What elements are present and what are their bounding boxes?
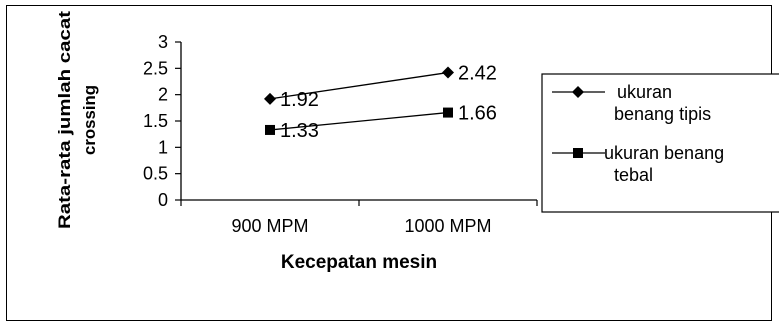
series-1-point <box>264 92 276 105</box>
y-axis-title: Rata-rata jumlah cacat crossing <box>55 11 99 229</box>
y-ticks: 0 0.5 1 1.5 2 2.5 3 <box>143 32 181 210</box>
y-tick-label: 3 <box>158 32 168 52</box>
series-2-point <box>443 107 453 118</box>
y-tick-label: 0 <box>158 190 168 210</box>
legend-label-2: ukuran benang <box>604 143 724 163</box>
legend-label-1: ukuran <box>612 82 672 102</box>
legend-label-1: benang tipis <box>614 104 711 124</box>
series-line-1 <box>269 71 449 100</box>
data-label: 1.33 <box>280 120 319 142</box>
series-layer <box>264 66 454 135</box>
y-tick-label: 0.5 <box>143 164 168 184</box>
x-tick-label: 1000 MPM <box>404 216 491 236</box>
data-labels: 1.92 2.42 1.33 1.66 <box>280 63 497 142</box>
series-1-point <box>442 66 454 79</box>
series-2-point <box>265 124 275 135</box>
y-axis-title-line-2: crossing <box>80 85 99 155</box>
y-tick-label: 1 <box>158 137 168 157</box>
y-tick-label: 2 <box>158 85 168 105</box>
data-label: 2.42 <box>458 63 497 85</box>
y-tick-label: 2.5 <box>143 58 168 78</box>
y-tick-label: 1.5 <box>143 111 168 131</box>
x-ticks: 900 MPM 1000 MPM <box>180 200 538 236</box>
x-tick-label: 900 MPM <box>231 216 308 236</box>
y-axis-title-line-1: Rata-rata jumlah cacat <box>55 11 74 229</box>
x-axis-title: Kecepatan mesin <box>281 252 437 273</box>
legend-box <box>541 73 779 213</box>
legend-label-2: tebal <box>614 165 653 185</box>
series-line-2 <box>269 111 449 131</box>
data-label: 1.92 <box>280 89 319 111</box>
data-label: 1.66 <box>458 103 497 125</box>
legend-marker-2 <box>573 148 583 158</box>
legend-marker-1 <box>572 86 584 98</box>
